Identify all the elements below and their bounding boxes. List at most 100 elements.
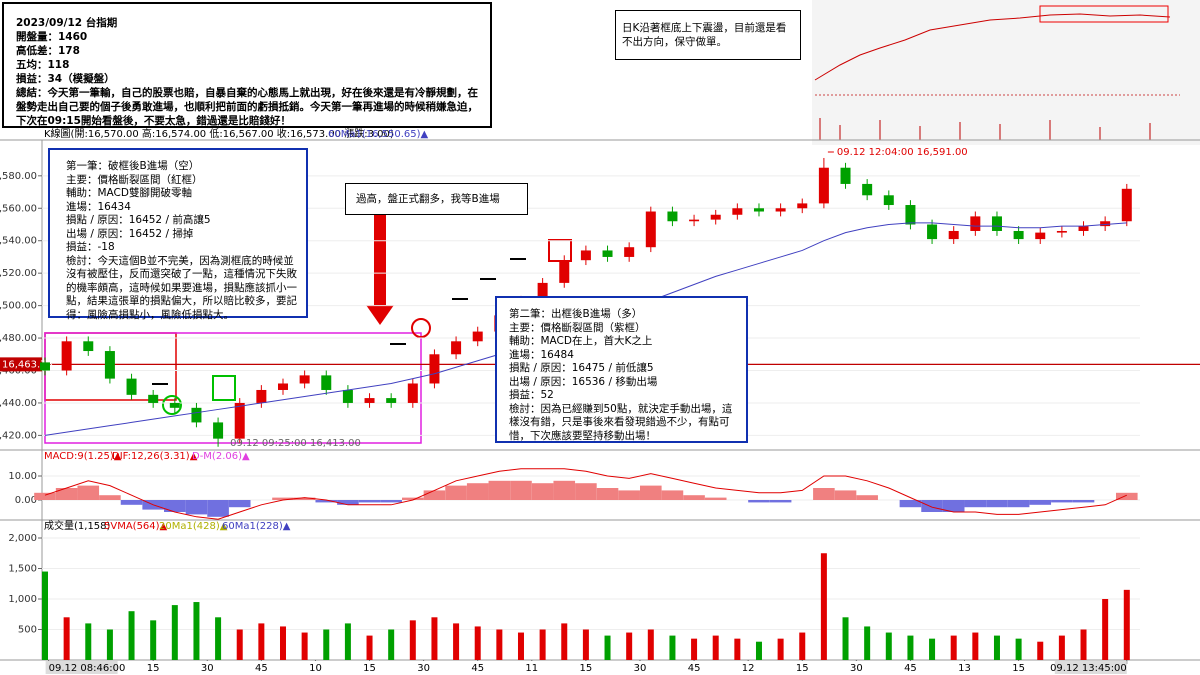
macd-bar (99, 495, 121, 501)
note-line: 損點 / 原因：16452 / 前高讓5 (66, 214, 211, 226)
x-tick-bg (1054, 661, 1127, 674)
candle-body (1013, 230, 1024, 240)
volume-bar (388, 629, 395, 660)
candle-body (948, 230, 959, 240)
ma-legend: 60Ma1(16,550.65)▲ (328, 129, 429, 140)
volume-bar (929, 638, 936, 660)
candle-body (472, 331, 483, 342)
macd-bar (207, 500, 229, 517)
candle-body (364, 398, 375, 403)
y-tick-label: 500 (18, 624, 37, 635)
x-tick-label: 15 (796, 663, 809, 674)
volume-bar (279, 626, 286, 660)
note-line: 出場 / 原因：16452 / 掃掉 (66, 227, 194, 240)
volume-bar (453, 623, 460, 660)
volume-bar (301, 632, 308, 660)
volume-bar (950, 635, 957, 660)
macd-bar (596, 488, 619, 501)
volume-bar (431, 617, 438, 660)
candle-body (970, 216, 981, 231)
volume-bar (647, 629, 654, 660)
candle-body (299, 375, 310, 384)
volume-bar (366, 635, 373, 660)
candle-body (624, 247, 635, 257)
note-line: 損益：52 (509, 389, 554, 401)
volume-bar (236, 629, 243, 660)
volume-bar (712, 635, 719, 660)
volume-bar (63, 617, 70, 660)
y-tick-label: 1,000 (8, 594, 37, 605)
volume-bar (734, 638, 741, 660)
volume-bar (777, 638, 784, 660)
x-tick-label: 10 (309, 663, 322, 674)
candle-body (602, 250, 613, 257)
macd-legend: MACD:9(1.25)▲ (44, 451, 122, 462)
price-header: K線圖(開:16,570.00 高:16,574.00 低:16,567.00 … (44, 127, 394, 140)
y-tick-label: 16,520.00 (0, 268, 37, 279)
volume-bar (691, 638, 698, 660)
x-tick-bg (577, 661, 594, 674)
level-dashes (152, 258, 526, 385)
note-line: 輔助：MACD在上，首大K之上 (509, 335, 653, 347)
macd-bar (272, 497, 294, 501)
x-tick-label: 45 (688, 663, 701, 674)
volume-bar (864, 626, 871, 660)
x-tick-label: 30 (417, 663, 430, 674)
macd-bar (575, 483, 597, 501)
entry-marker (162, 395, 182, 415)
note-line: 損益：-18 (66, 241, 115, 253)
candle-body (645, 211, 656, 248)
candle-body (191, 407, 202, 423)
x-tick-bg (523, 661, 540, 674)
note-line: 出場 / 原因：16536 / 移動出場 (509, 375, 658, 388)
candle-body (213, 422, 224, 439)
candle-body (797, 203, 808, 209)
macd-bar (445, 485, 467, 501)
volume-legend: 成交量(1,158) (44, 519, 111, 532)
note-line: 損益：34（模擬盤） (16, 73, 115, 85)
volume-bar (171, 605, 178, 660)
candle-body (1121, 188, 1132, 222)
entry-marker (411, 318, 431, 338)
note-line: 五均：118 (16, 59, 70, 71)
note-line: 主要：價格斷裂區間（紫框） (509, 321, 646, 334)
macd-bar (77, 485, 100, 501)
note-line: 主要：價格斷裂區間（紅框） (66, 173, 203, 186)
note-line: 進場：16434 (66, 200, 131, 213)
purple-frame (44, 332, 422, 444)
x-tick-label: 30 (634, 663, 647, 674)
y-tick-label: 16,560.00 (0, 203, 37, 214)
x-tick-bg (740, 661, 757, 674)
volume-bar (1123, 589, 1130, 660)
candle-body (386, 398, 397, 403)
trade1-box: 第一筆：破框後B進場（空） 主要：價格斷裂區間（紅框） 輔助：MACD雙腳開破零軸進… (48, 148, 308, 321)
macd-legend: D-M(2.06)▲ (192, 451, 250, 462)
volume-bar (517, 632, 524, 660)
note-line: 總結：今天第一筆輸，自己的股票也賠，自暴自棄的心態馬上就出現，好在後來還是有冷靜… (16, 87, 478, 127)
x-tick-label: 30 (201, 663, 214, 674)
volume-bar (150, 620, 157, 660)
mini-chart-bg (812, 0, 1200, 145)
x-tick-bg (415, 661, 432, 674)
y-tick-label: 10.00 (8, 471, 37, 482)
note-line: 損點 / 原因：16475 / 前低讓5 (509, 362, 654, 374)
candle-body (991, 216, 1002, 231)
candle-body (559, 260, 570, 283)
candle-body (342, 389, 353, 403)
x-tick-label: 15 (1012, 663, 1025, 674)
macd-bar (488, 480, 511, 501)
x-tick-bg (956, 661, 973, 674)
candle-body (927, 224, 938, 240)
macd-bar (618, 490, 640, 501)
volume-bar (409, 620, 416, 660)
volume-legend: 5VMA(564)▲ (104, 521, 168, 532)
macd-bar (510, 480, 532, 501)
candle-body (429, 354, 440, 384)
note-line: 第一筆：破框後B進場（空） (66, 160, 200, 172)
volume-bar (799, 632, 806, 660)
x-tick-bg (199, 661, 216, 674)
candle-body (775, 208, 786, 212)
note-line: 檢討：今天這個B並不完美，因為測框底的時候並沒有被壓住，反而還突破了一點，這種情… (66, 254, 297, 321)
macd-bar (402, 497, 424, 501)
